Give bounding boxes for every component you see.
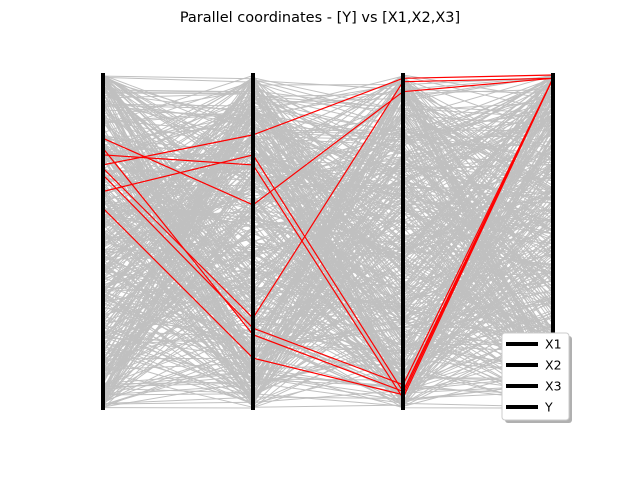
background-line xyxy=(102,74,554,326)
highlighted-line xyxy=(102,77,554,320)
background-line xyxy=(102,145,554,400)
background-line xyxy=(102,271,554,379)
background-line xyxy=(102,110,554,404)
background-line xyxy=(102,144,554,408)
background-line xyxy=(102,299,554,390)
legend-box xyxy=(501,332,570,421)
background-line xyxy=(102,84,554,393)
background-line xyxy=(102,108,554,406)
background-line xyxy=(102,115,554,290)
background-line xyxy=(102,100,554,407)
background-line xyxy=(102,358,554,404)
background-line xyxy=(102,93,554,386)
legend-label: Y xyxy=(544,400,553,415)
highlighted-line xyxy=(102,78,554,396)
background-line xyxy=(102,141,554,384)
highlighted-line xyxy=(102,78,554,386)
background-line xyxy=(102,105,554,300)
background-line xyxy=(102,75,554,394)
background-line xyxy=(102,93,554,159)
background-line xyxy=(102,216,554,369)
background-line xyxy=(102,74,554,313)
legend-label: X1 xyxy=(545,337,562,352)
background-line xyxy=(102,86,554,285)
background-line xyxy=(102,202,554,238)
background-line xyxy=(102,116,554,316)
background-line xyxy=(102,173,554,382)
background-line xyxy=(102,120,554,314)
background-line xyxy=(102,78,554,311)
background-line xyxy=(102,88,554,332)
background-line xyxy=(102,166,554,403)
background-line xyxy=(102,94,554,396)
background-line xyxy=(102,98,554,409)
highlighted-lines-group xyxy=(102,74,554,400)
background-line xyxy=(102,75,554,274)
background-line xyxy=(102,97,554,262)
background-line xyxy=(102,91,554,366)
background-line xyxy=(102,76,554,244)
background-lines-group xyxy=(102,74,554,409)
background-line xyxy=(102,125,554,409)
background-line xyxy=(102,76,554,293)
legend-label: X3 xyxy=(545,379,562,394)
background-line xyxy=(102,75,554,114)
background-line xyxy=(102,77,554,396)
background-line xyxy=(102,236,554,404)
background-line xyxy=(102,110,554,324)
background-line xyxy=(102,78,554,385)
legend: X1 X2 X3 Y xyxy=(501,332,572,423)
background-line xyxy=(102,111,554,357)
background-line xyxy=(102,163,554,292)
highlighted-line xyxy=(102,77,554,206)
highlighted-line xyxy=(102,78,554,400)
background-line xyxy=(102,106,554,368)
background-line xyxy=(102,288,554,396)
background-line xyxy=(102,75,554,382)
background-line xyxy=(102,235,554,337)
background-line xyxy=(102,237,554,401)
chart-title: Parallel coordinates - [Y] vs [X1,X2,X3] xyxy=(180,10,460,26)
background-line xyxy=(102,237,554,396)
background-line xyxy=(102,79,554,305)
background-line xyxy=(102,112,554,156)
background-line xyxy=(102,74,554,402)
background-line xyxy=(102,93,554,387)
highlighted-line xyxy=(102,74,554,166)
background-line xyxy=(102,89,554,378)
background-line xyxy=(102,134,554,363)
background-line xyxy=(102,111,554,399)
background-line xyxy=(102,199,554,357)
background-line xyxy=(102,75,554,402)
highlighted-line xyxy=(102,78,554,393)
background-line xyxy=(102,257,554,397)
background-line xyxy=(102,142,554,406)
background-line xyxy=(102,81,554,400)
background-line xyxy=(102,89,554,373)
background-line xyxy=(102,93,554,404)
background-line xyxy=(102,103,554,294)
background-line xyxy=(102,103,554,248)
legend-label: X2 xyxy=(545,358,562,373)
background-line xyxy=(102,75,554,381)
